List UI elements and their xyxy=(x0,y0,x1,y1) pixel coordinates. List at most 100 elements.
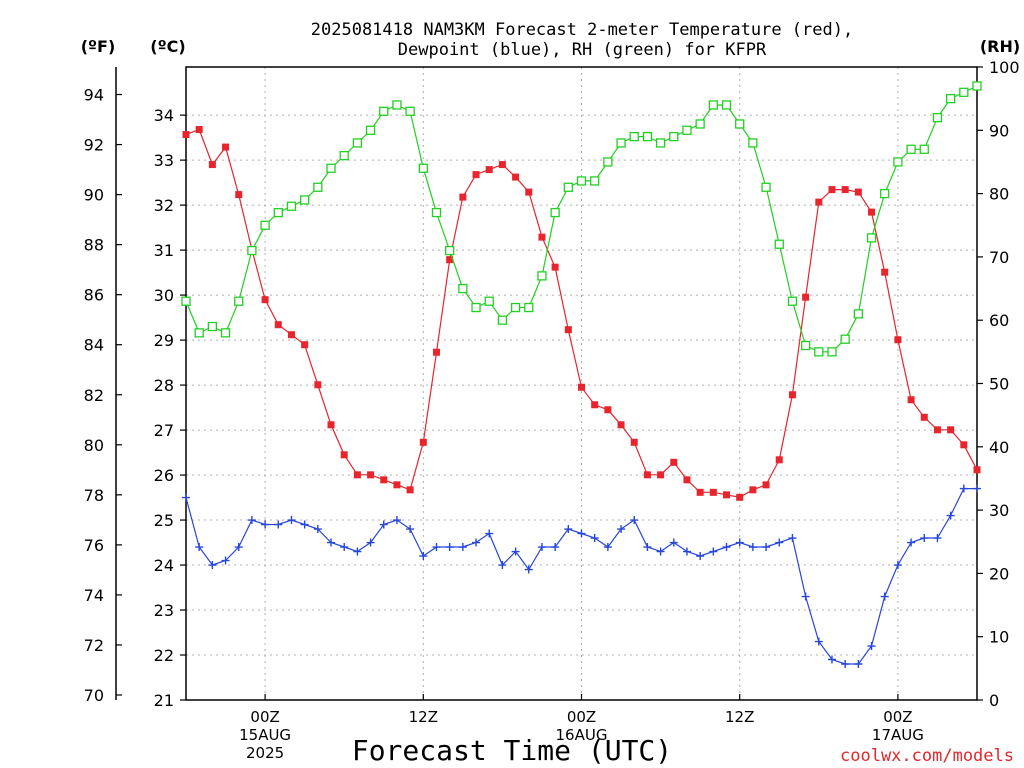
rh-point xyxy=(906,144,916,154)
rh-point xyxy=(787,296,798,306)
rh-point xyxy=(576,176,587,186)
rh-point xyxy=(497,315,508,325)
dewpoint-point xyxy=(709,547,718,556)
rh-point xyxy=(339,150,349,161)
celsius-tick-label: 33 xyxy=(154,151,174,170)
celsius-tick-label: 27 xyxy=(154,421,174,440)
temperature-point xyxy=(709,488,717,496)
chart-title-line-1: 2025081418 NAM3KM Forecast 2-meter Tempe… xyxy=(311,20,853,40)
dewpoint-point xyxy=(603,543,612,552)
dewpoint-point xyxy=(313,525,322,534)
temperature-point xyxy=(353,471,361,479)
x-tick-label: 00Z xyxy=(250,708,279,726)
rh-tick-label: 70 xyxy=(989,248,1009,267)
dewpoint-point xyxy=(682,547,691,556)
dewpoint-point xyxy=(551,543,560,552)
temperature-point xyxy=(261,296,269,304)
rh-point xyxy=(748,138,758,148)
temperature-point xyxy=(393,481,401,489)
rh-point xyxy=(959,87,969,97)
temperature-point xyxy=(274,321,282,329)
temperature-point xyxy=(472,171,480,179)
rh-point xyxy=(313,182,323,192)
rh-point xyxy=(945,94,956,104)
rh-point xyxy=(286,201,297,211)
dewpoint-point xyxy=(182,493,190,502)
rh-tick-label: 90 xyxy=(989,121,1009,140)
x-tick-label: 15AUG xyxy=(239,726,291,744)
rh-point xyxy=(418,163,428,173)
dewpoint-point xyxy=(577,529,586,538)
dewpoint-point xyxy=(234,543,243,552)
rh-point xyxy=(326,163,336,173)
fahrenheit-tick-label: 70 xyxy=(84,686,104,705)
celsius-tick-label: 25 xyxy=(154,511,174,530)
celsius-tick-label: 28 xyxy=(154,376,174,395)
rh-point xyxy=(603,157,613,167)
temperature-point xyxy=(670,458,678,466)
rh-point xyxy=(853,309,863,319)
dewpoint-point xyxy=(537,543,546,552)
temperature-point xyxy=(973,466,981,474)
temperature-point xyxy=(828,186,836,194)
dewpoint-point xyxy=(814,637,823,646)
x-tick-label: 00Z xyxy=(883,708,912,726)
dewpoint-point xyxy=(208,561,217,570)
temperature-point xyxy=(894,336,902,344)
rh-point xyxy=(695,119,705,129)
rh-point xyxy=(629,131,639,142)
celsius-tick-label: 32 xyxy=(154,196,174,215)
dewpoint-point xyxy=(221,556,230,565)
temperature-point xyxy=(406,486,414,494)
x-tick-label: 00Z xyxy=(567,708,596,726)
dewpoint-point xyxy=(524,565,533,574)
celsius-tick-label: 23 xyxy=(154,601,174,620)
temperature-point xyxy=(419,438,427,446)
dewpoint-point xyxy=(669,538,678,547)
fahrenheit-tick-label: 82 xyxy=(84,386,104,405)
rh-point xyxy=(220,328,231,338)
temperature-point xyxy=(591,401,599,409)
rh-point xyxy=(524,302,534,313)
temperature-point xyxy=(485,166,493,174)
credit-text: coolwx.com/models xyxy=(840,746,1014,766)
temperature-point xyxy=(182,131,190,139)
dewpoint-point xyxy=(841,660,850,669)
dewpoint-point xyxy=(458,543,467,552)
dewpoint-point xyxy=(366,538,375,547)
temperature-point xyxy=(459,193,467,201)
temperature-point xyxy=(881,268,889,276)
temperature-point xyxy=(630,438,638,446)
temperature-point xyxy=(749,486,757,494)
dewpoint-point xyxy=(788,534,797,543)
x-tick-label: 16AUG xyxy=(556,726,608,744)
grid xyxy=(186,67,977,700)
temperature-point xyxy=(907,396,915,404)
dewpoint-point xyxy=(854,660,863,669)
temperature-point xyxy=(367,471,375,479)
dewpoint-point xyxy=(498,561,507,570)
dewpoint-point xyxy=(973,484,981,493)
x-tick-label: 2025 xyxy=(246,744,284,762)
temperature-point xyxy=(775,456,783,464)
dewpoint-point xyxy=(419,552,428,561)
celsius-tick-label: 29 xyxy=(154,331,174,350)
dewpoint-point xyxy=(893,561,902,570)
dewpoint-point xyxy=(445,543,454,552)
rh-point xyxy=(458,283,468,294)
dewpoint-point xyxy=(485,529,494,538)
dewpoint-point xyxy=(406,525,415,534)
dewpoint-point xyxy=(287,516,296,525)
dewpoint-point xyxy=(748,543,757,552)
rh-tick-label: 40 xyxy=(989,438,1009,457)
rh-point xyxy=(642,131,653,142)
temperature-point xyxy=(723,491,731,499)
axes: 70 72 74 76 78 80 82 84 86 88 90 92 94 21 22 23 24 25 26 27… xyxy=(84,58,1020,762)
celsius-tick-label: 30 xyxy=(154,286,174,305)
rh-point xyxy=(445,245,455,256)
rh-point xyxy=(471,302,481,313)
fahrenheit-tick-label: 88 xyxy=(84,236,104,255)
dewpoint-point xyxy=(472,538,481,547)
dewpoint-point xyxy=(801,592,810,601)
temperature-point xyxy=(854,188,862,196)
